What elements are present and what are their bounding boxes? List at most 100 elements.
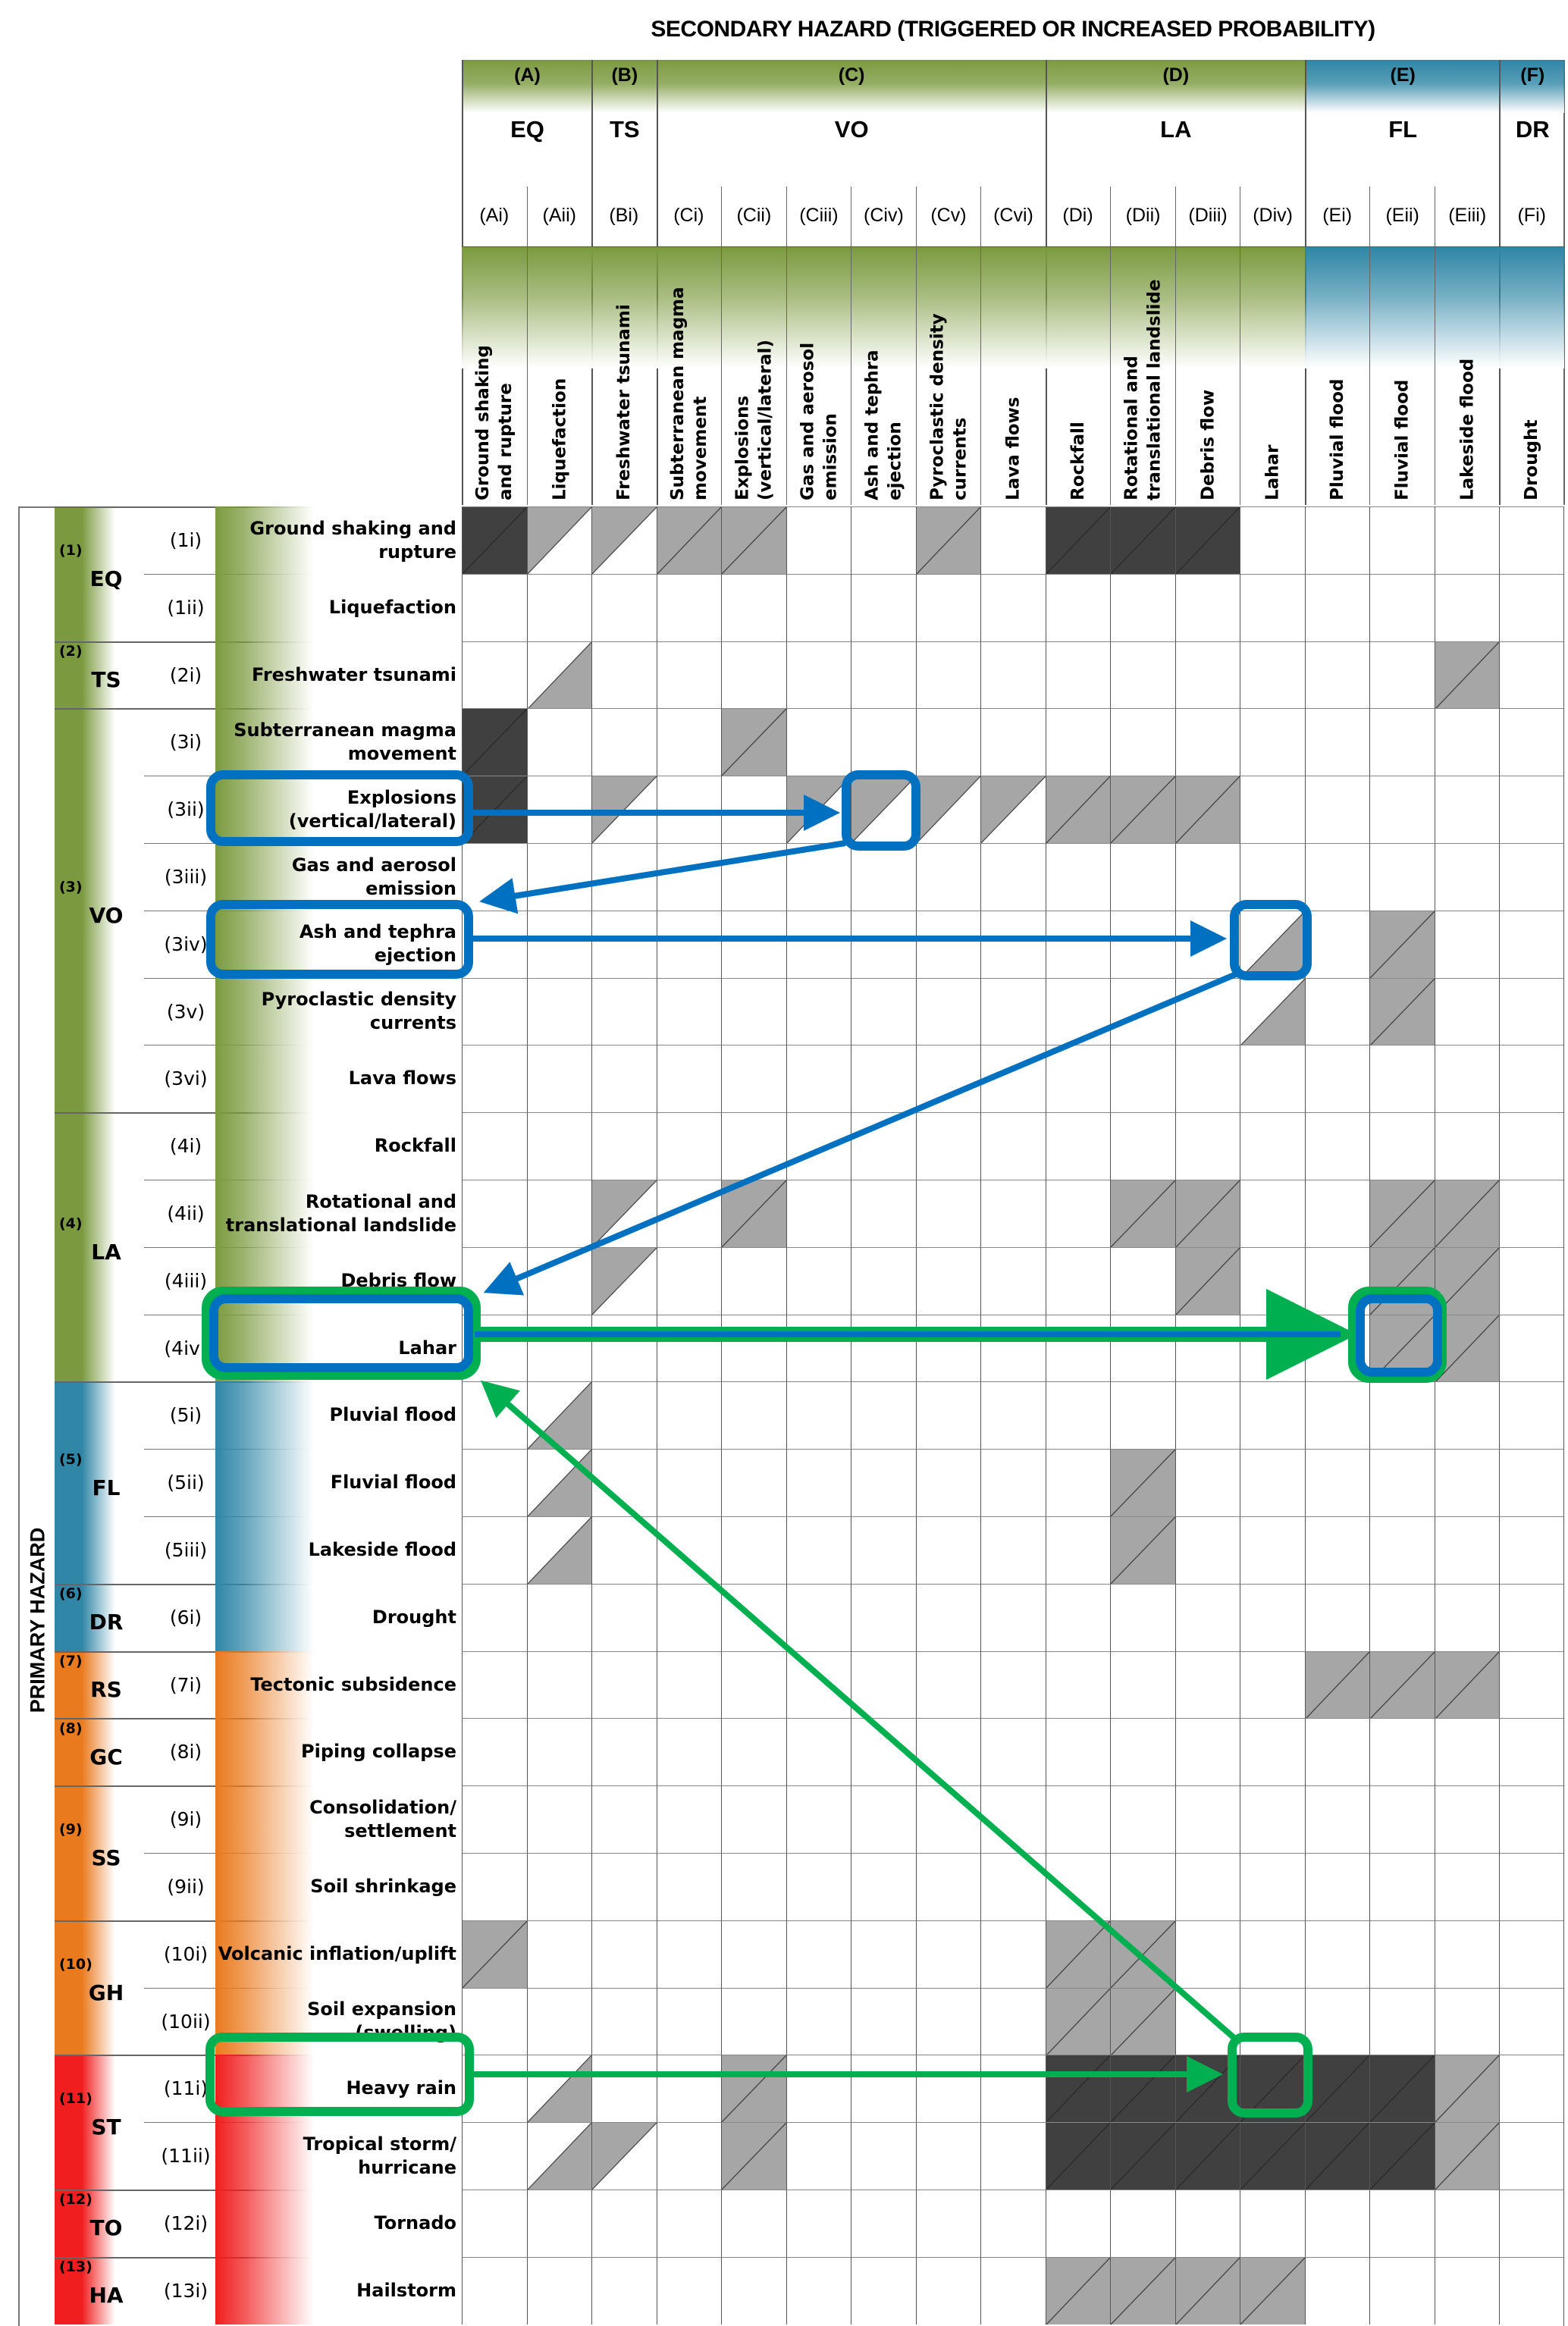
matrix-cell <box>1174 2122 1240 2190</box>
matrix-cell <box>462 1650 527 1719</box>
secondary-column-header: (Fi) Drought <box>1499 187 1564 505</box>
matrix-cell <box>851 2122 916 2190</box>
matrix-cell <box>980 1718 1046 1786</box>
matrix-cell <box>1174 1516 1240 1584</box>
matrix-cell <box>1369 910 1435 978</box>
matrix-cell <box>462 2190 527 2257</box>
matrix-cell <box>656 1180 722 1247</box>
matrix-cell <box>1434 2190 1500 2257</box>
matrix-cell <box>462 2256 527 2324</box>
matrix-cell <box>1434 573 1500 641</box>
matrix-cell <box>786 910 851 978</box>
row-color-band <box>215 2256 462 2324</box>
row-label: Tropical storm/ hurricane <box>303 2133 456 2178</box>
matrix-cell <box>980 910 1046 978</box>
matrix-cell <box>462 2122 527 2190</box>
matrix-cell <box>591 1785 657 1854</box>
matrix-cell <box>656 1718 722 1786</box>
row-color-band <box>215 1180 462 1247</box>
matrix-cell <box>1110 1381 1175 1450</box>
column-name: Lahar <box>1262 444 1283 500</box>
secondary-column-header: (Cvi) Lava flows <box>980 187 1046 505</box>
matrix-cell <box>980 1516 1046 1584</box>
matrix-cell <box>1304 910 1370 978</box>
group-code: (C) <box>838 64 865 86</box>
matrix-cell <box>1045 1853 1111 1920</box>
matrix-cell <box>1240 506 1305 574</box>
matrix-cell <box>1434 1920 1500 1988</box>
matrix-cell <box>1304 1246 1370 1315</box>
column-id: (Eii) <box>1385 205 1419 226</box>
matrix-cell <box>656 977 722 1045</box>
group-number: (3) <box>59 878 83 895</box>
group-abbreviation: LA <box>91 1239 121 1265</box>
column-name: Subterranean magma movement <box>667 287 710 500</box>
matrix-cell <box>591 843 657 911</box>
group-number: (13) <box>59 2259 93 2276</box>
column-name: Ash and tephra ejection <box>862 350 905 500</box>
column-id: (Aii) <box>542 205 576 226</box>
primary-row: (1i) Ground shaking and rupture <box>0 506 462 574</box>
matrix-cell <box>462 1449 527 1517</box>
matrix-cell <box>721 573 786 641</box>
matrix-cell <box>591 2190 657 2257</box>
group-code: (D) <box>1162 64 1190 86</box>
matrix-cell <box>915 1718 981 1786</box>
matrix-cell <box>591 1381 657 1450</box>
matrix-cell <box>526 910 592 978</box>
column-color-gradient <box>1304 247 1370 368</box>
matrix-cell <box>980 573 1046 641</box>
matrix-cell <box>1174 1045 1240 1113</box>
matrix-cell <box>721 1112 786 1180</box>
matrix-cell <box>1110 1920 1175 1988</box>
matrix-cell <box>721 1449 786 1517</box>
group-color-strip <box>593 60 657 113</box>
matrix-cell <box>721 708 786 776</box>
row-id: (4iii) <box>164 1269 208 1292</box>
matrix-cell <box>851 2055 916 2123</box>
group-color-bar <box>55 1921 115 2055</box>
group-color-bar <box>55 1652 115 1719</box>
primary-row: (3v) Pyroclastic density currents <box>0 977 462 1045</box>
matrix-cell <box>526 1516 592 1584</box>
matrix-cell <box>1369 776 1435 844</box>
row-id: (3iv) <box>164 933 208 955</box>
column-name: Gas and aerosol emission <box>797 342 840 500</box>
column-color-gradient <box>1240 247 1305 368</box>
matrix-cell <box>1240 977 1305 1045</box>
column-id: (Civ) <box>864 205 904 226</box>
matrix-cell <box>656 2122 722 2190</box>
matrix-cell <box>1110 1045 1175 1113</box>
secondary-column-header: (Aii) Liquefaction <box>526 187 592 505</box>
matrix-cell <box>1110 1516 1175 1584</box>
matrix-cell <box>1434 910 1500 978</box>
row-id: (3vi) <box>164 1067 208 1090</box>
row-label: Rockfall <box>374 1135 456 1157</box>
matrix-cell <box>1240 843 1305 911</box>
matrix-cell <box>656 1785 722 1854</box>
matrix-cell <box>1304 1180 1370 1247</box>
row-label: Rotational and translational landslide <box>225 1190 456 1236</box>
matrix-cell <box>721 1381 786 1450</box>
matrix-cell <box>1110 1718 1175 1786</box>
matrix-cell <box>591 1987 657 2055</box>
matrix-cell <box>656 708 722 776</box>
row-label: Heavy rain <box>346 2077 456 2099</box>
matrix-cell <box>915 1920 981 1988</box>
matrix-cell <box>1304 977 1370 1045</box>
matrix-cell <box>721 1853 786 1920</box>
matrix-cell <box>1110 1314 1175 1382</box>
primary-row: (3iv) Ash and tephra ejection <box>0 910 462 978</box>
group-abbreviation: TS <box>91 666 121 692</box>
matrix-cell <box>1174 506 1240 574</box>
row-label: Ground shaking and rupture <box>249 517 456 563</box>
matrix-cell <box>591 1516 657 1584</box>
primary-row: (4iv) Lahar <box>0 1314 462 1382</box>
matrix-cell <box>1304 1516 1370 1584</box>
matrix-cell <box>721 2055 786 2123</box>
column-name: Rotational and translational landslide <box>1121 279 1165 500</box>
column-color-gradient <box>981 247 1046 368</box>
group-abbreviation: GC <box>89 1744 123 1770</box>
matrix-cell <box>1110 1650 1175 1719</box>
matrix-cell <box>915 1112 981 1180</box>
